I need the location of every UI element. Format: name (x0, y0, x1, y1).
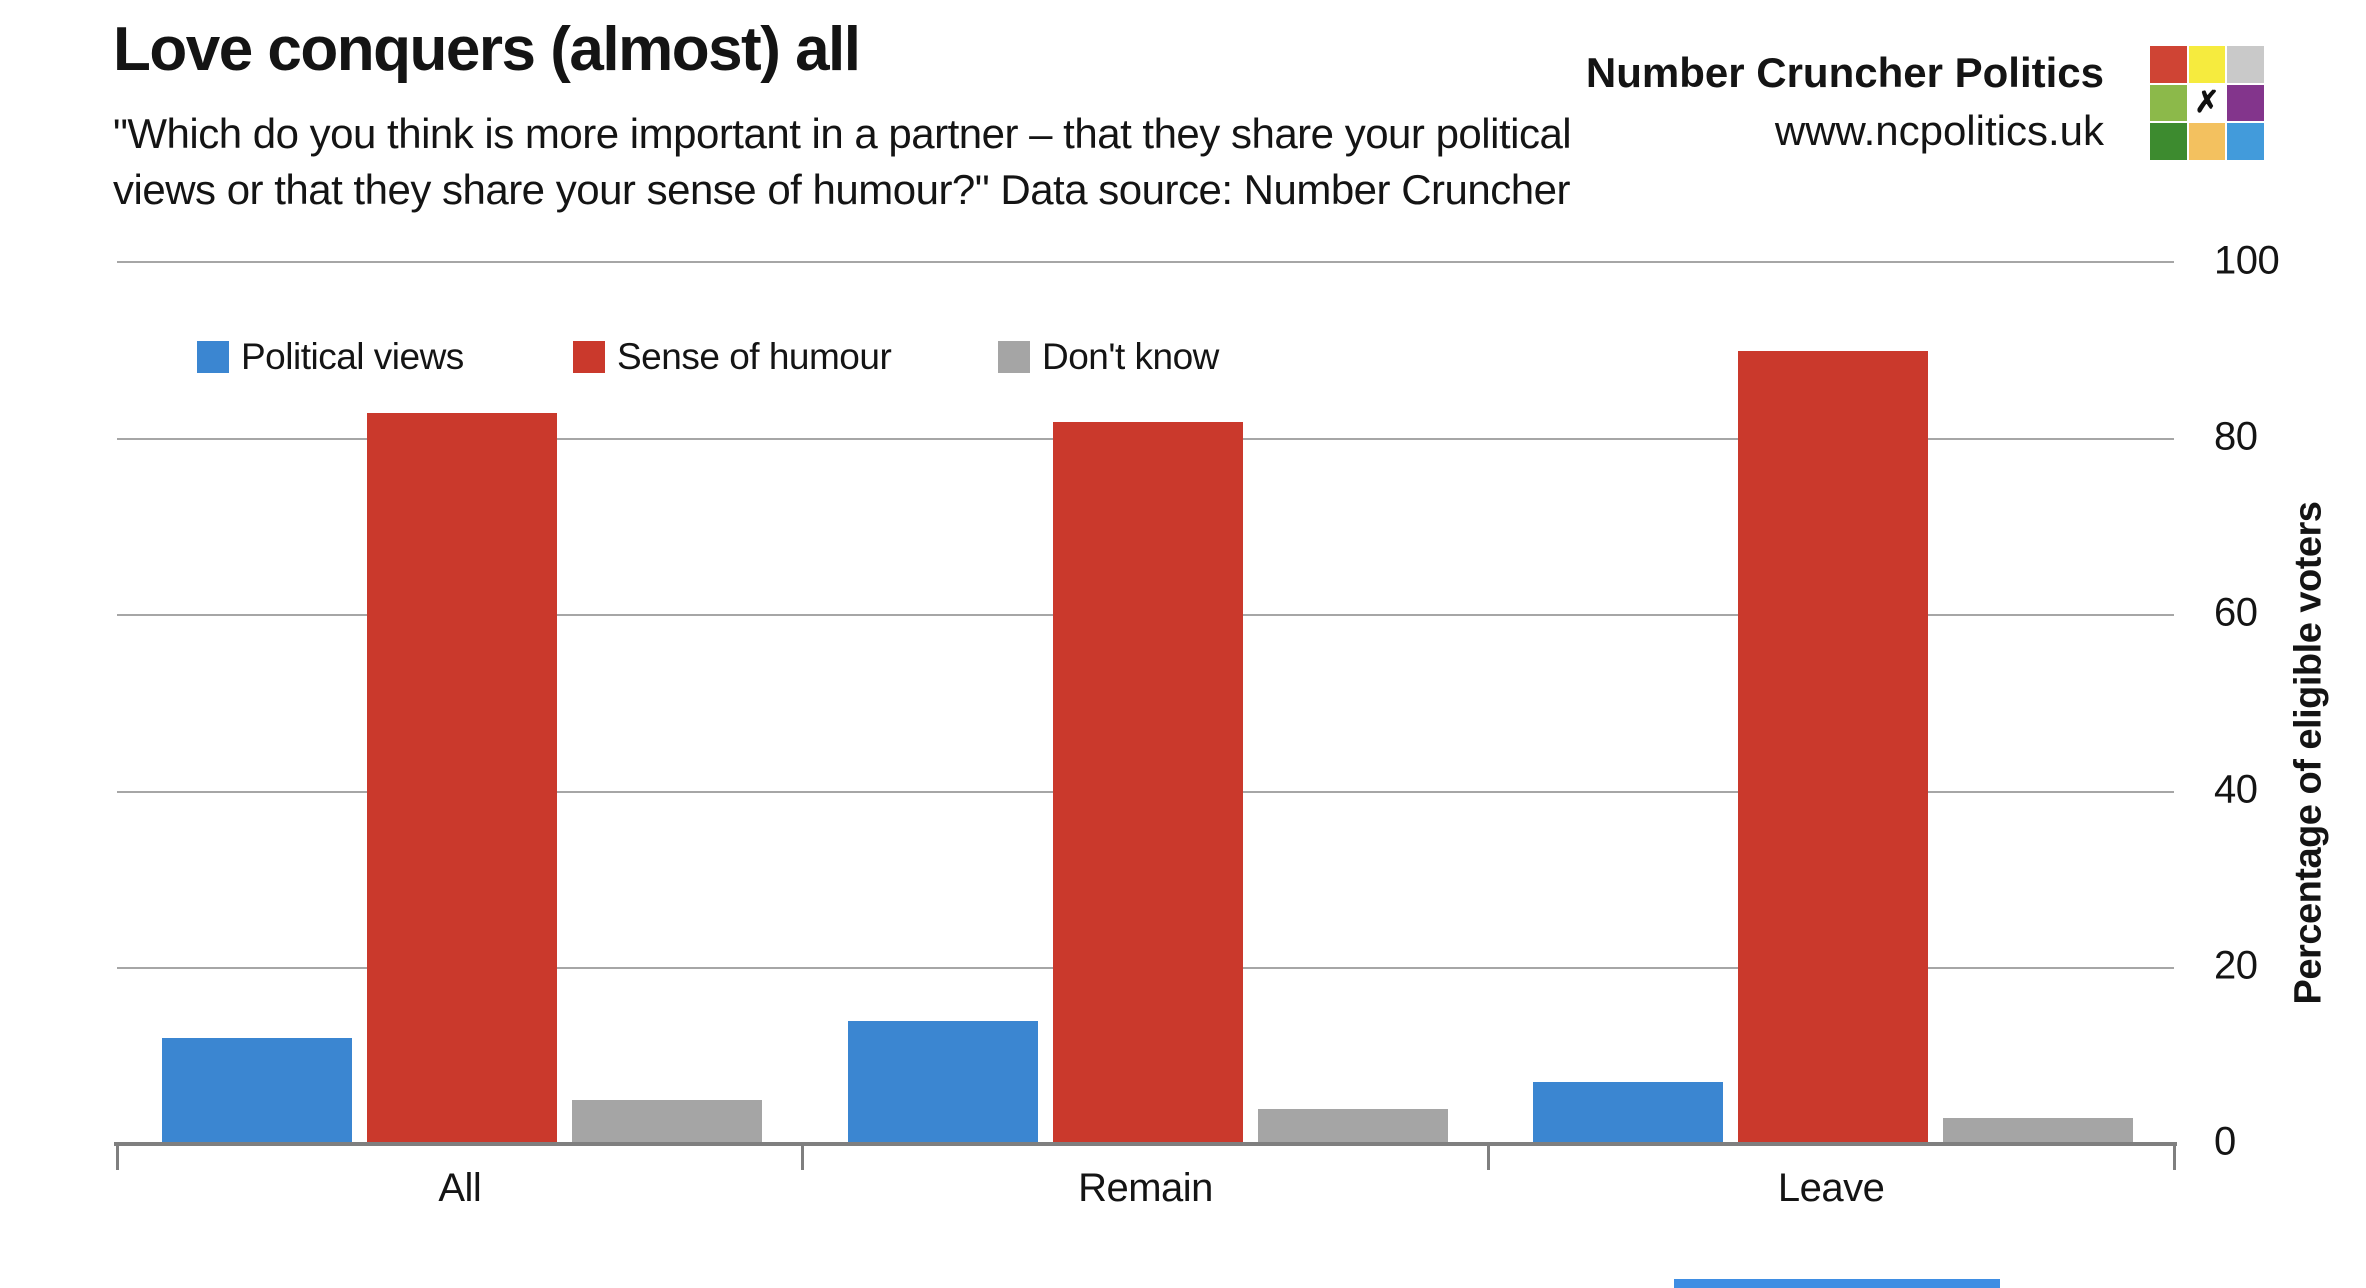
logo-cell-6 (2150, 123, 2187, 160)
y-tick-label-0: 0 (2214, 1119, 2236, 1164)
x-axis-tick-1 (801, 1146, 805, 1170)
bar-remain-sense-of-humour (1052, 421, 1243, 1144)
page-title: Love conquers (almost) all (113, 15, 861, 84)
x-axis-tick-2 (1486, 1146, 1490, 1170)
x-axis-line (114, 1142, 2177, 1146)
y-axis-title: Percentage of eligible voters (2287, 501, 2330, 1005)
legend-label-sense-of-humour: Sense of humour (617, 336, 892, 377)
bar-leave-sense-of-humour (1738, 351, 1929, 1144)
brand-url: www.ncpolitics.uk (1774, 107, 2104, 154)
legend-item-don-t-know: Don't know (998, 336, 1219, 378)
logo-cell-7 (2188, 123, 2226, 160)
logo-x-mark-icon: ✗ (2188, 84, 2226, 122)
logo-cell-0 (2150, 46, 2187, 83)
ncp-logo: ✗ (2150, 46, 2264, 160)
bar-remain-don-t-know (1257, 1108, 1448, 1144)
x-axis-tick-0 (115, 1146, 119, 1170)
legend-item-political-views: Political views (197, 336, 464, 378)
logo-cell-1 (2188, 46, 2226, 83)
brand-name: Number Cruncher Politics (1585, 49, 2104, 96)
y-tick-label-40: 40 (2214, 767, 2258, 812)
chart-subtitle-line2: views or that they share your sense of h… (113, 166, 1570, 213)
legend-swatch-sense-of-humour (573, 341, 605, 373)
bar-all-don-t-know (572, 1099, 762, 1144)
bar-leave-political-views (1533, 1082, 1724, 1144)
y-tick-label-20: 20 (2214, 943, 2258, 988)
category-label-all: All (438, 1166, 482, 1210)
y-tick-label-80: 80 (2214, 414, 2258, 459)
chart-subtitle: "Which do you think is more important in… (113, 106, 1572, 218)
legend-item-sense-of-humour: Sense of humour (573, 336, 892, 378)
bar-leave-don-t-know (1943, 1117, 2134, 1144)
bar-all-political-views (162, 1038, 352, 1144)
logo-cell-5 (2227, 84, 2264, 122)
legend-swatch-don-t-know (998, 341, 1030, 373)
y-tick-label-100: 100 (2214, 238, 2280, 283)
brand-block: Number Cruncher Politics www.ncpolitics.… (1586, 44, 2104, 160)
plot-area: All Remain Leave (114, 261, 2177, 1210)
horizontal-scrollbar-thumb[interactable] (1674, 1279, 2000, 1288)
x-axis-tick-3 (2172, 1146, 2176, 1170)
legend-swatch-political-views (197, 341, 229, 373)
chart-subtitle-line1: "Which do you think is more important in… (113, 110, 1572, 157)
logo-cell-8 (2227, 123, 2264, 160)
logo-cell-3 (2150, 84, 2187, 122)
bar-all-sense-of-humour (367, 412, 557, 1144)
category-label-leave: Leave (1777, 1166, 1885, 1210)
category-label-remain: Remain (1078, 1166, 1213, 1210)
legend-label-don-t-know: Don't know (1042, 336, 1219, 377)
logo-cell-2 (2227, 46, 2264, 83)
legend-label-political-views: Political views (241, 336, 464, 377)
bar-remain-political-views (847, 1020, 1038, 1144)
y-tick-label-60: 60 (2214, 590, 2258, 635)
